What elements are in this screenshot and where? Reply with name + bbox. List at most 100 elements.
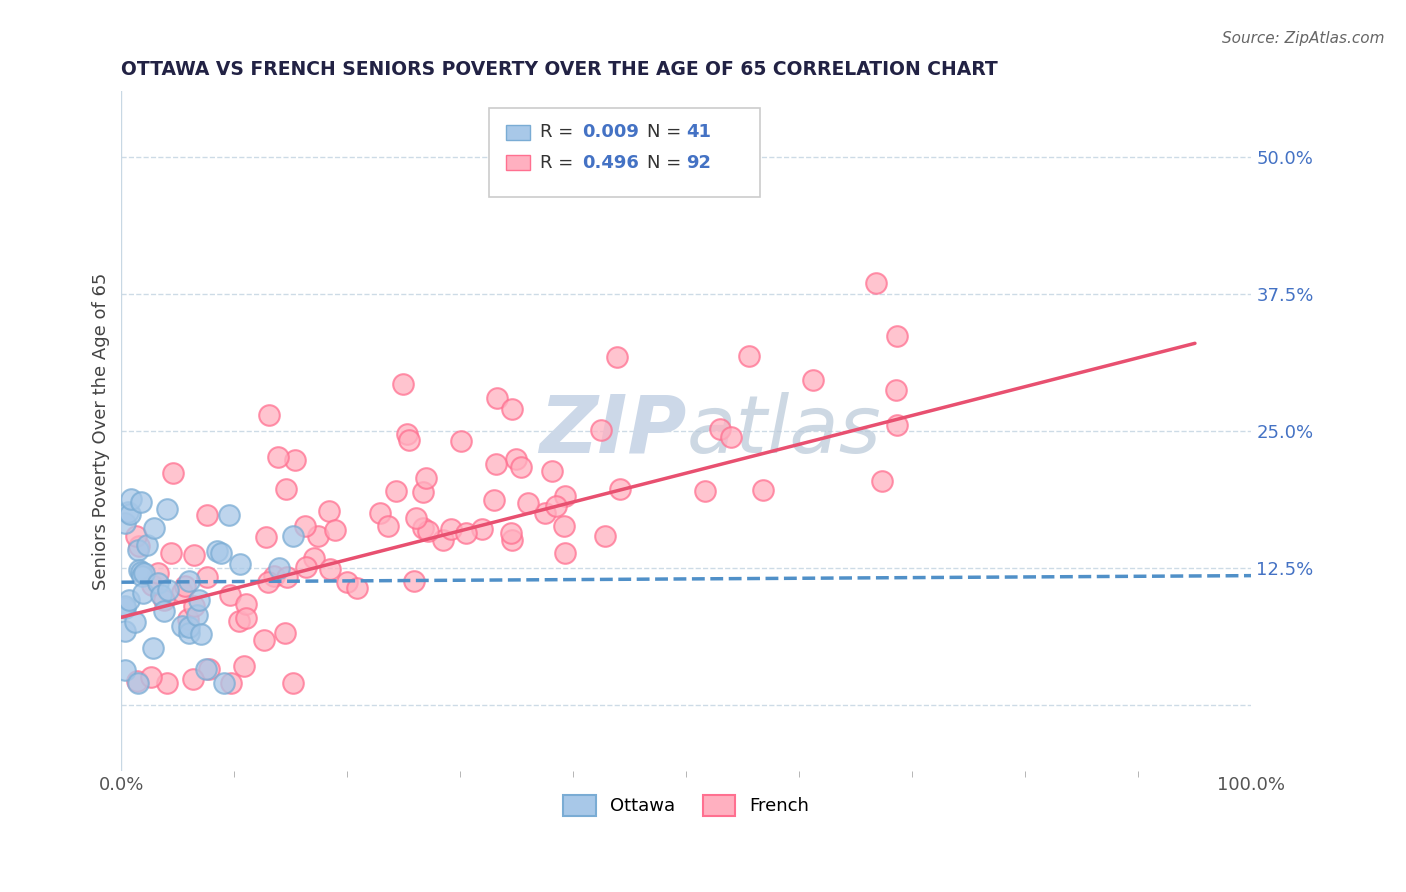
Y-axis label: Seniors Poverty Over the Age of 65: Seniors Poverty Over the Age of 65	[93, 272, 110, 590]
Point	[162, 467, 184, 481]
Text: ZIP: ZIP	[538, 392, 686, 470]
Point	[170, 619, 193, 633]
Point	[205, 543, 228, 558]
Text: Source: ZipAtlas.com: Source: ZipAtlas.com	[1222, 31, 1385, 46]
Point	[284, 453, 307, 467]
Point	[195, 662, 218, 676]
Point	[131, 569, 153, 583]
Point	[886, 329, 908, 343]
Point	[141, 578, 163, 592]
Point	[517, 496, 540, 510]
Point	[302, 551, 325, 566]
Text: N =: N =	[647, 123, 688, 141]
Point	[254, 530, 277, 544]
Point	[415, 471, 437, 485]
Point	[195, 570, 218, 584]
Point	[124, 615, 146, 630]
Point	[865, 276, 887, 290]
Point	[870, 474, 893, 488]
Point	[505, 452, 527, 467]
Point	[319, 562, 342, 576]
Legend: Ottawa, French: Ottawa, French	[557, 788, 817, 822]
Point	[188, 593, 211, 607]
Point	[609, 482, 631, 496]
Point	[177, 612, 200, 626]
Point	[307, 529, 329, 543]
Point	[589, 423, 612, 437]
Point	[153, 604, 176, 618]
Point	[553, 519, 575, 533]
Text: 41: 41	[686, 123, 711, 141]
Point	[283, 676, 305, 690]
Point	[281, 528, 304, 542]
Point	[471, 522, 494, 536]
Point	[221, 676, 243, 690]
Point	[544, 500, 567, 514]
Point	[606, 351, 628, 365]
Point	[886, 417, 908, 432]
Point	[884, 384, 907, 398]
Point	[117, 505, 139, 519]
Point	[118, 593, 141, 607]
Point	[179, 574, 201, 588]
Point	[127, 543, 149, 558]
Point	[181, 672, 204, 686]
FancyBboxPatch shape	[489, 108, 759, 196]
Point	[141, 670, 163, 684]
Point	[412, 484, 434, 499]
Point	[156, 582, 179, 597]
Point	[218, 508, 240, 522]
Point	[114, 516, 136, 530]
Point	[114, 663, 136, 677]
Point	[198, 662, 221, 676]
Point	[323, 523, 346, 537]
Point	[229, 558, 252, 572]
Point	[432, 533, 454, 547]
Point	[541, 464, 564, 478]
Point	[114, 600, 136, 615]
Point	[751, 483, 773, 497]
Point	[174, 579, 197, 593]
Text: 0.009: 0.009	[582, 123, 640, 141]
Point	[257, 408, 280, 422]
Point	[211, 546, 233, 560]
Point	[132, 566, 155, 580]
Point	[186, 607, 208, 622]
Point	[274, 626, 297, 640]
Text: R =: R =	[540, 153, 578, 171]
Point	[384, 484, 406, 499]
Point	[149, 589, 172, 603]
Point	[132, 586, 155, 600]
Point	[456, 526, 478, 541]
Point	[195, 508, 218, 523]
Point	[554, 545, 576, 559]
Point	[377, 519, 399, 533]
Point	[485, 391, 508, 405]
FancyBboxPatch shape	[506, 155, 530, 170]
Point	[484, 493, 506, 508]
Text: 92: 92	[686, 153, 711, 171]
Point	[709, 422, 731, 436]
Point	[405, 510, 427, 524]
Point	[501, 401, 523, 416]
Point	[183, 599, 205, 614]
Point	[128, 563, 150, 577]
Point	[148, 566, 170, 580]
Point	[391, 377, 413, 392]
Point	[484, 457, 506, 471]
Point	[212, 676, 235, 690]
Point	[318, 504, 340, 518]
Text: atlas: atlas	[686, 392, 882, 470]
Point	[720, 430, 742, 444]
Point	[554, 489, 576, 503]
Point	[396, 427, 419, 442]
Point	[346, 581, 368, 595]
Point	[136, 538, 159, 552]
FancyBboxPatch shape	[506, 125, 530, 139]
Point	[125, 529, 148, 543]
Point	[129, 495, 152, 509]
Point	[533, 506, 555, 520]
Point	[114, 624, 136, 639]
Point	[276, 482, 298, 496]
Point	[738, 349, 761, 363]
